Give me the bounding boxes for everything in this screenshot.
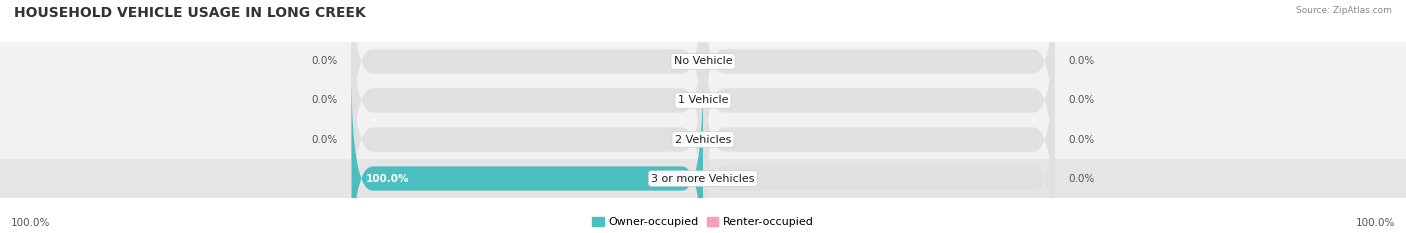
FancyBboxPatch shape (352, 34, 703, 233)
Text: 3 or more Vehicles: 3 or more Vehicles (651, 174, 755, 184)
Text: No Vehicle: No Vehicle (673, 56, 733, 66)
Legend: Owner-occupied, Renter-occupied: Owner-occupied, Renter-occupied (592, 217, 814, 227)
Text: 0.0%: 0.0% (311, 96, 337, 106)
Text: 0.0%: 0.0% (1069, 56, 1095, 66)
FancyBboxPatch shape (352, 0, 703, 206)
FancyBboxPatch shape (703, 0, 1054, 206)
FancyBboxPatch shape (703, 0, 1054, 166)
Text: 100.0%: 100.0% (1355, 218, 1395, 228)
Bar (0, 81, 1406, 120)
FancyBboxPatch shape (352, 74, 703, 233)
Text: HOUSEHOLD VEHICLE USAGE IN LONG CREEK: HOUSEHOLD VEHICLE USAGE IN LONG CREEK (14, 6, 366, 20)
FancyBboxPatch shape (703, 34, 1054, 233)
Text: 100.0%: 100.0% (11, 218, 51, 228)
FancyBboxPatch shape (352, 74, 703, 233)
Text: Source: ZipAtlas.com: Source: ZipAtlas.com (1296, 6, 1392, 15)
Text: 0.0%: 0.0% (1069, 96, 1095, 106)
Text: 100.0%: 100.0% (366, 174, 409, 184)
Text: 2 Vehicles: 2 Vehicles (675, 134, 731, 144)
Text: 0.0%: 0.0% (1069, 174, 1095, 184)
FancyBboxPatch shape (703, 74, 1054, 233)
Text: 0.0%: 0.0% (311, 134, 337, 144)
Bar (0, 42, 1406, 81)
FancyBboxPatch shape (352, 0, 703, 166)
Text: 1 Vehicle: 1 Vehicle (678, 96, 728, 106)
Bar (0, 159, 1406, 198)
Text: 0.0%: 0.0% (1069, 134, 1095, 144)
Bar (0, 120, 1406, 159)
Text: 0.0%: 0.0% (311, 56, 337, 66)
